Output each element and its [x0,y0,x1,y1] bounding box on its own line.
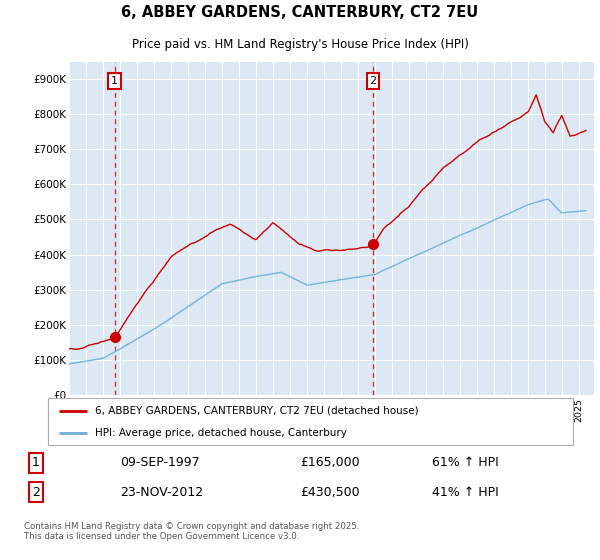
Text: 2: 2 [370,76,377,86]
Text: 1: 1 [111,76,118,86]
Text: 41% ↑ HPI: 41% ↑ HPI [432,486,499,499]
Text: £165,000: £165,000 [300,456,359,469]
Text: HPI: Average price, detached house, Canterbury: HPI: Average price, detached house, Cant… [95,428,347,438]
FancyBboxPatch shape [48,398,573,445]
Text: 23-NOV-2012: 23-NOV-2012 [120,486,203,499]
Text: Contains HM Land Registry data © Crown copyright and database right 2025.
This d: Contains HM Land Registry data © Crown c… [24,522,359,541]
Text: £430,500: £430,500 [300,486,359,499]
Text: 2: 2 [32,486,40,499]
Text: 6, ABBEY GARDENS, CANTERBURY, CT2 7EU: 6, ABBEY GARDENS, CANTERBURY, CT2 7EU [121,6,479,20]
Text: Price paid vs. HM Land Registry's House Price Index (HPI): Price paid vs. HM Land Registry's House … [131,38,469,50]
Text: 09-SEP-1997: 09-SEP-1997 [120,456,200,469]
Text: 61% ↑ HPI: 61% ↑ HPI [432,456,499,469]
Text: 6, ABBEY GARDENS, CANTERBURY, CT2 7EU (detached house): 6, ABBEY GARDENS, CANTERBURY, CT2 7EU (d… [95,406,419,416]
Text: 1: 1 [32,456,40,469]
